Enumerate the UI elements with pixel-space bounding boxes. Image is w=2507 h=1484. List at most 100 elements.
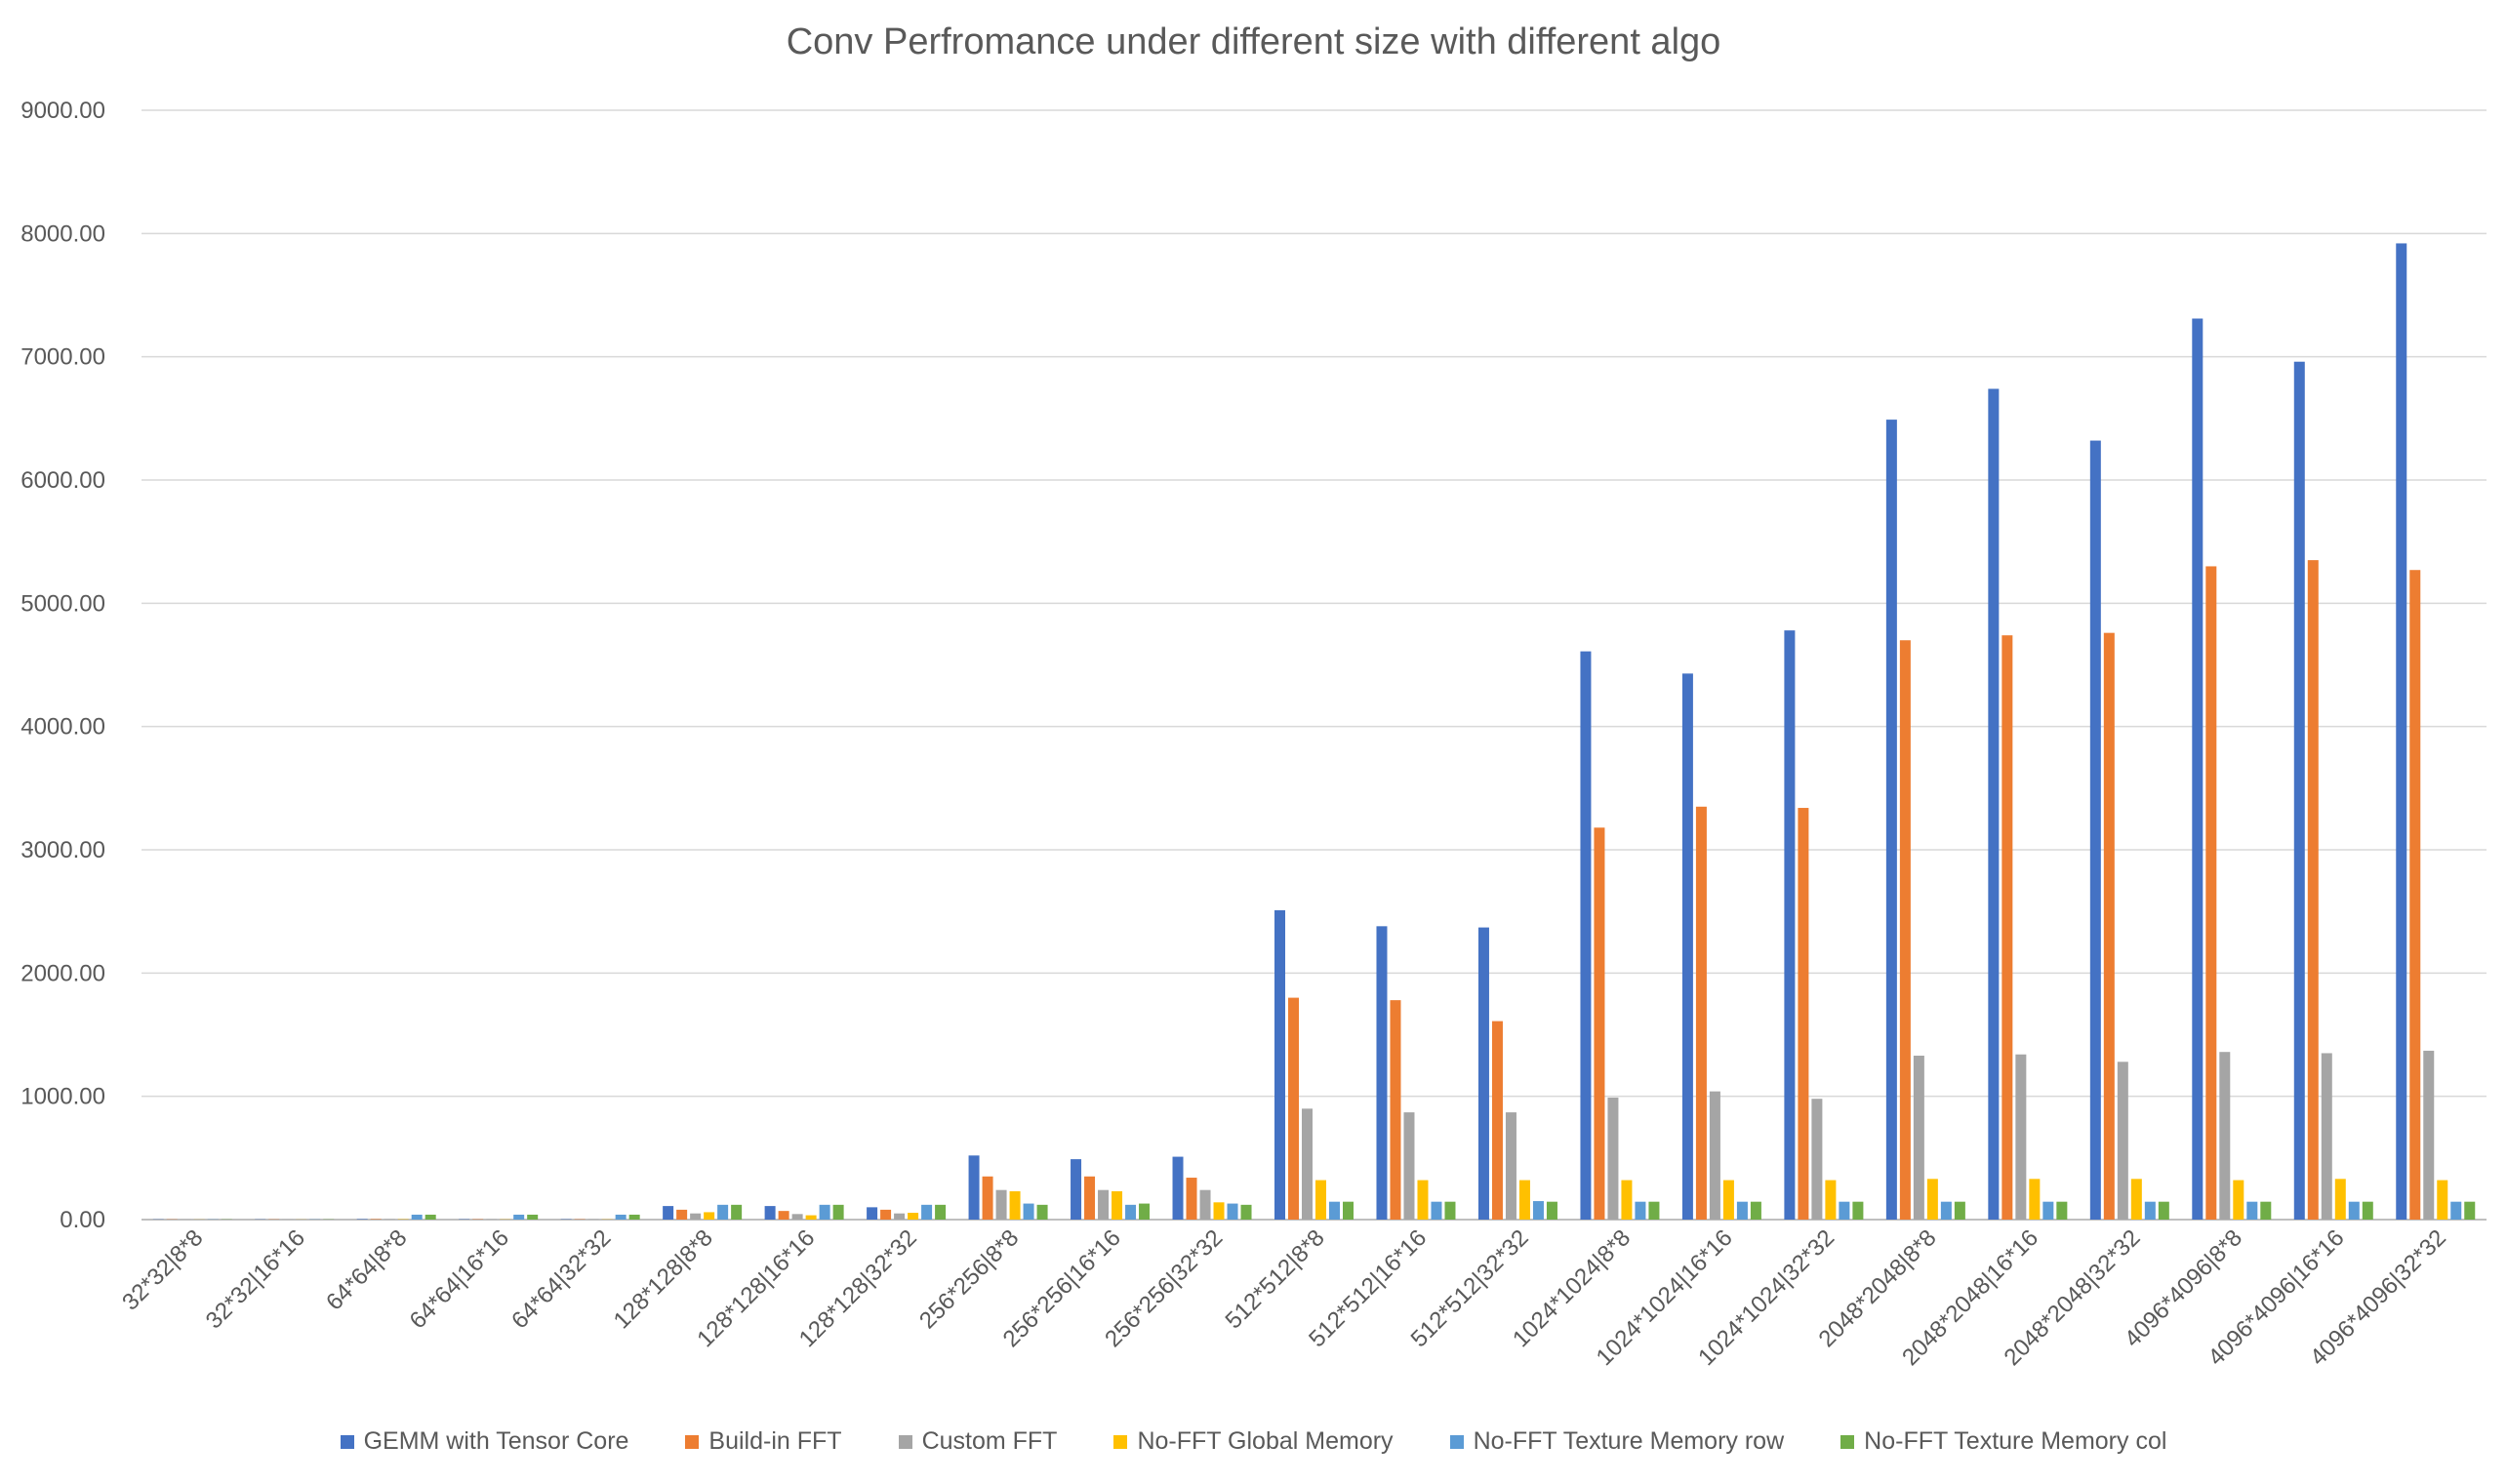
bar-1-18 xyxy=(2002,635,2013,1220)
bar-1-7 xyxy=(880,1209,892,1220)
x-tick-label: 512*512|8*8 xyxy=(1221,1224,1330,1334)
bar-0-14 xyxy=(1580,651,1592,1220)
y-tick-label: 0.00 xyxy=(60,1207,105,1233)
x-tick-label: 256*256|8*8 xyxy=(914,1224,1024,1334)
bar-0-16 xyxy=(1784,630,1796,1220)
bar-0-19 xyxy=(2089,440,2101,1220)
bar-4-3 xyxy=(513,1214,525,1220)
legend-label: No-FFT Texture Memory row xyxy=(1473,1427,1785,1455)
bar-5-11 xyxy=(1343,1201,1354,1220)
bar-0-7 xyxy=(867,1207,878,1220)
bar-0-10 xyxy=(1172,1156,1184,1220)
bar-2-8 xyxy=(995,1189,1007,1220)
legend-item: Custom FFT xyxy=(898,1427,1058,1456)
y-tick-label: 3000.00 xyxy=(20,837,105,863)
bar-3-8 xyxy=(1009,1190,1021,1220)
bar-2-12 xyxy=(1403,1112,1415,1220)
bar-1-10 xyxy=(1186,1178,1197,1220)
x-tick-label: 64*64|8*8 xyxy=(321,1224,412,1315)
bar-4-7 xyxy=(921,1204,933,1220)
bar-2-6 xyxy=(791,1214,803,1220)
bar-5-3 xyxy=(527,1214,539,1220)
bar-1-21 xyxy=(2307,560,2319,1220)
bar-0-12 xyxy=(1376,926,1388,1220)
bar-3-7 xyxy=(908,1213,919,1220)
legend-label: No-FFT Global Memory xyxy=(1137,1427,1394,1455)
bar-3-13 xyxy=(1518,1180,1530,1220)
bar-0-18 xyxy=(1988,388,2000,1221)
bar-0-22 xyxy=(2396,243,2407,1220)
bar-1-5 xyxy=(676,1209,688,1220)
bar-3-6 xyxy=(805,1215,817,1220)
y-tick-label: 8000.00 xyxy=(20,221,105,247)
bar-2-18 xyxy=(2015,1054,2027,1220)
bar-2-5 xyxy=(690,1213,702,1220)
bar-5-18 xyxy=(2056,1201,2068,1220)
bar-0-21 xyxy=(2293,361,2305,1221)
legend-label: Custom FFT xyxy=(921,1427,1058,1455)
bar-2-17 xyxy=(1913,1055,1924,1220)
bar-1-19 xyxy=(2103,632,2115,1220)
bar-2-22 xyxy=(2423,1050,2435,1220)
x-tick-label: 32*32|16*16 xyxy=(201,1224,310,1334)
bar-3-15 xyxy=(1722,1180,1734,1220)
bar-4-13 xyxy=(1532,1201,1544,1220)
bar-5-22 xyxy=(2464,1201,2476,1220)
bar-1-15 xyxy=(1695,806,1707,1220)
bar-5-7 xyxy=(935,1204,947,1220)
y-tick-label: 7000.00 xyxy=(20,344,105,371)
legend-label: GEMM with Tensor Core xyxy=(363,1427,629,1455)
bar-1-13 xyxy=(1491,1021,1503,1220)
bar-4-17 xyxy=(1940,1201,1952,1220)
bar-1-22 xyxy=(2409,570,2421,1220)
y-tick-label: 6000.00 xyxy=(20,467,105,494)
bar-5-12 xyxy=(1444,1201,1456,1220)
bar-4-6 xyxy=(819,1204,830,1220)
legend-item: No-FFT Texture Memory col xyxy=(1840,1427,2166,1456)
legend-item: No-FFT Global Memory xyxy=(1113,1427,1394,1456)
bar-1-8 xyxy=(982,1176,993,1220)
bar-1-14 xyxy=(1594,827,1605,1220)
bar-3-18 xyxy=(2029,1179,2041,1220)
bar-4-2 xyxy=(411,1214,423,1220)
bar-3-17 xyxy=(1926,1179,1938,1220)
y-tick-label: 4000.00 xyxy=(20,714,105,741)
y-tick-label: 1000.00 xyxy=(20,1084,105,1110)
x-tick-label: 128*128|8*8 xyxy=(609,1224,718,1334)
bar-2-9 xyxy=(1098,1189,1110,1220)
bar-4-8 xyxy=(1023,1203,1034,1220)
bar-1-17 xyxy=(1899,640,1911,1220)
bar-3-14 xyxy=(1621,1180,1633,1220)
bar-3-22 xyxy=(2437,1180,2448,1220)
legend-item: Build-in FFT xyxy=(685,1427,842,1456)
bar-1-12 xyxy=(1390,1000,1401,1220)
bar-5-9 xyxy=(1139,1203,1151,1220)
bar-4-14 xyxy=(1635,1201,1646,1220)
bar-2-15 xyxy=(1709,1091,1720,1220)
bar-5-21 xyxy=(2362,1201,2373,1220)
bar-0-6 xyxy=(764,1206,776,1220)
x-tick-label: 32*32|8*8 xyxy=(117,1224,208,1315)
bar-0-13 xyxy=(1477,927,1489,1220)
legend-swatch xyxy=(685,1434,700,1449)
bar-3-11 xyxy=(1315,1180,1326,1220)
legend: GEMM with Tensor Core Build-in FFT Custom … xyxy=(0,1427,2507,1456)
y-tick-label: 2000.00 xyxy=(20,960,105,986)
bar-5-5 xyxy=(731,1204,743,1220)
bar-3-20 xyxy=(2233,1180,2244,1220)
bar-0-15 xyxy=(1681,673,1693,1220)
bar-1-2 xyxy=(370,1219,382,1220)
legend-item: No-FFT Texture Memory row xyxy=(1449,1427,1785,1456)
bar-4-21 xyxy=(2348,1201,2360,1220)
legend-swatch xyxy=(1840,1434,1855,1449)
legend-label: Build-in FFT xyxy=(708,1427,842,1455)
bar-5-20 xyxy=(2260,1201,2272,1220)
bar-4-5 xyxy=(717,1204,729,1220)
bar-0-5 xyxy=(663,1206,674,1220)
bar-0-20 xyxy=(2192,318,2204,1221)
bar-2-10 xyxy=(1199,1189,1211,1220)
bar-3-16 xyxy=(1825,1180,1837,1220)
bar-2-11 xyxy=(1302,1108,1313,1220)
